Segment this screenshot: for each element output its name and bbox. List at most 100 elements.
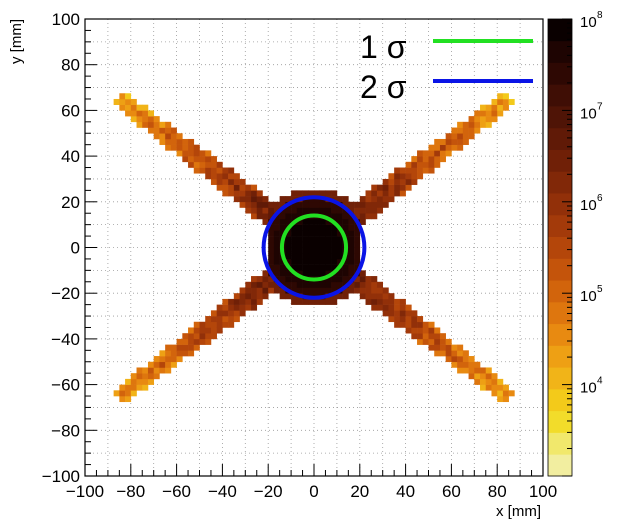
- heatmap-cell: [256, 201, 263, 208]
- x-tick-label: −20: [254, 482, 283, 501]
- heatmap-cell: [491, 378, 498, 385]
- heatmap-cell: [497, 110, 504, 117]
- heatmap-cell: [491, 104, 498, 111]
- heatmap-cell: [291, 276, 298, 283]
- heatmap-cell: [251, 293, 258, 300]
- heatmap-cell: [422, 156, 429, 163]
- heatmap-cell: [268, 201, 275, 208]
- heatmap-cell: [325, 190, 332, 197]
- heatmap-cell: [319, 258, 326, 265]
- heatmap-cell: [336, 213, 343, 220]
- heatmap-cell: [291, 201, 298, 208]
- heatmap-cell: [354, 207, 361, 214]
- heatmap-cell: [279, 264, 286, 271]
- heatmap-cell: [319, 247, 326, 254]
- y-tick-label: 0: [71, 239, 80, 258]
- heatmap-cell: [302, 201, 309, 208]
- heatmap-cell: [342, 230, 349, 237]
- heatmap-cell: [382, 178, 389, 185]
- heatmap-cell: [251, 281, 258, 288]
- heatmap-cell: [136, 384, 143, 391]
- heatmap-cell: [319, 253, 326, 260]
- color-scale-label-exponent: 6: [597, 193, 603, 204]
- heatmap-cell: [342, 196, 349, 203]
- heatmap-cell: [371, 201, 378, 208]
- heatmap-cell: [428, 144, 435, 151]
- heatmap-cell: [142, 373, 149, 380]
- heatmap-cell: [331, 298, 338, 305]
- heatmap-cell: [251, 276, 258, 283]
- heatmap-cell: [314, 298, 321, 305]
- heatmap-cell: [268, 253, 275, 260]
- heatmap-cell: [417, 161, 424, 168]
- heatmap-cell: [188, 150, 195, 157]
- heatmap-cell: [130, 116, 137, 123]
- heatmap-cell: [474, 116, 481, 123]
- heatmap-cell: [445, 133, 452, 140]
- legend: 1 σ 2 σ: [360, 29, 533, 105]
- heatmap-cell: [245, 304, 252, 311]
- heatmap-cell: [411, 156, 418, 163]
- heatmap-cell: [153, 356, 160, 363]
- x-tick-label: −60: [162, 482, 191, 501]
- heatmap-cell: [342, 213, 349, 220]
- heatmap-cell: [325, 258, 332, 265]
- heatmap-cell: [314, 247, 321, 254]
- heatmap-cell: [331, 258, 338, 265]
- heatmap-cell: [216, 184, 223, 191]
- heatmap-cell: [428, 161, 435, 168]
- y-tick-label: 40: [61, 147, 80, 166]
- heatmap-cell: [256, 196, 263, 203]
- heatmap-cell: [273, 201, 280, 208]
- heatmap-cell: [445, 350, 452, 357]
- heatmap-cell: [342, 218, 349, 225]
- color-scale-label-exponent: 8: [597, 10, 603, 21]
- heatmap-cell: [474, 361, 481, 368]
- heatmap-cell: [359, 293, 366, 300]
- color-scale-step: [548, 388, 572, 412]
- heatmap-cell: [279, 270, 286, 277]
- heatmap-cell: [388, 178, 395, 185]
- heatmap-cell: [291, 293, 298, 300]
- color-scale-label-base: 10: [580, 197, 597, 214]
- heatmap-cell: [165, 121, 172, 128]
- heatmap-cell: [251, 213, 258, 220]
- heatmap-cell: [336, 247, 343, 254]
- heatmap-cell: [394, 173, 401, 180]
- heatmap-cell: [314, 241, 321, 248]
- heatmap-cell: [228, 178, 235, 185]
- heatmap-cell: [325, 218, 332, 225]
- color-scale-label-base: 10: [580, 380, 597, 397]
- heatmap-cell: [331, 224, 338, 231]
- heatmap-cell: [285, 258, 292, 265]
- heatmap-cell: [273, 264, 280, 271]
- heatmap-cell: [405, 310, 412, 317]
- heatmap-cell: [119, 104, 126, 111]
- heatmap-cell: [159, 350, 166, 357]
- x-tick-label: −40: [208, 482, 237, 501]
- heatmap-cell: [142, 367, 149, 374]
- heatmap-cell: [405, 173, 412, 180]
- color-scale-step: [548, 280, 572, 303]
- heatmap-cell: [457, 350, 464, 357]
- heatmap-cell: [188, 161, 195, 168]
- heatmap-cell: [382, 287, 389, 294]
- heatmap-cell: [336, 236, 343, 243]
- heatmap-cell: [411, 173, 418, 180]
- x-tick-label: 0: [309, 482, 318, 501]
- heatmap-cell: [239, 178, 246, 185]
- heatmap-cell: [480, 373, 487, 380]
- y-tick-label: 20: [61, 193, 80, 212]
- heatmap-cell: [279, 196, 286, 203]
- heatmap-cell: [245, 184, 252, 191]
- heatmap-cell: [382, 293, 389, 300]
- heatmap-cell: [497, 378, 504, 385]
- heatmap-cell: [147, 121, 154, 128]
- heatmap-cell: [262, 281, 269, 288]
- heatmap-cell: [314, 253, 321, 260]
- heatmap-cell: [399, 316, 406, 323]
- heatmap-cell: [399, 298, 406, 305]
- heatmap-cell: [210, 173, 217, 180]
